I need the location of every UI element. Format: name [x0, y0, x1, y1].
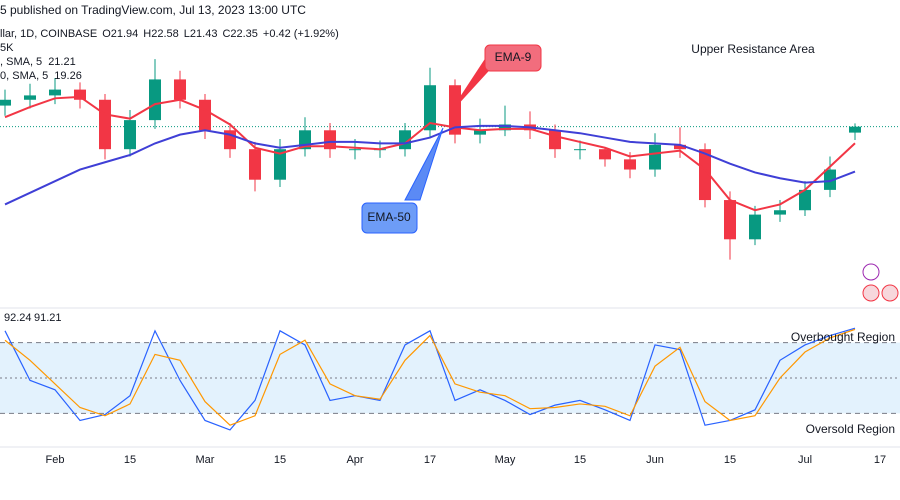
annotation: EMA-9: [495, 50, 532, 64]
line: [4, 95, 856, 212]
line: [4, 328, 856, 426]
candle-body: [574, 149, 586, 151]
x-tick-label: 17: [424, 454, 436, 466]
annotation: Oversold Region: [806, 422, 895, 436]
ohlc-label: O: [102, 28, 111, 40]
legend-value: 21.21: [48, 56, 76, 68]
x-tick-label: 17: [874, 454, 886, 466]
icon: [881, 284, 899, 302]
ohlc-label: H: [143, 28, 151, 40]
callouts: [361, 44, 542, 234]
candle-body: [24, 95, 36, 100]
candle-body: [199, 99, 211, 131]
x-tick-label: 15: [124, 454, 136, 466]
line: [4, 124, 856, 206]
x-tick-label: 15: [724, 454, 736, 466]
candle-body: [349, 149, 361, 151]
x-tick-label: Mar: [196, 454, 215, 466]
x-tick-label: Jun: [646, 454, 664, 466]
x-tick-label: Feb: [46, 454, 65, 466]
ema9-box: [484, 44, 542, 72]
ohlc-value: 21.94: [111, 28, 139, 40]
volume-label: 5K: [0, 42, 14, 54]
candle-body: [449, 85, 461, 135]
candle-body: [674, 144, 686, 150]
candle-body: [549, 130, 561, 150]
candle-body: [274, 149, 286, 180]
legend-name: 0, SMA, 5: [0, 70, 48, 82]
symbol: llar, 1D, COINBASE: [0, 28, 97, 40]
candle-body: [124, 120, 136, 150]
candle-body: [774, 210, 786, 215]
candle-body: [424, 85, 436, 131]
ema50-pointer: [404, 127, 444, 201]
annotation: EMA-50: [367, 210, 411, 224]
candle-body: [174, 79, 186, 100]
x-tick-label: 15: [574, 454, 586, 466]
legend-value: 91.21: [34, 312, 62, 324]
candle-body: [0, 99, 11, 106]
candle-body: [499, 124, 511, 131]
ohlc-label: C: [222, 28, 230, 40]
ema50-box: [361, 202, 418, 234]
legend-value: 92.24: [4, 312, 32, 324]
candle-body: [324, 130, 336, 150]
icon: [862, 263, 880, 281]
candle-body: [99, 99, 111, 150]
ohlc-value: 21.43: [190, 28, 218, 40]
candle-body: [49, 89, 61, 96]
candle-body: [699, 149, 711, 201]
candle-body: [824, 169, 836, 190]
x-tick-label: 15: [274, 454, 286, 466]
candle-body: [149, 79, 161, 121]
annotation: Upper Resistance Area: [691, 42, 815, 56]
candle-body: [724, 200, 736, 240]
candle-body: [74, 89, 86, 100]
ohlc-value: 22.58: [151, 28, 179, 40]
line: [4, 327, 856, 431]
candle-body: [649, 144, 661, 170]
x-tick-label: Apr: [346, 454, 363, 466]
header: 5 published on TradingView.com, Jul 13, …: [0, 3, 306, 17]
candle-body: [799, 189, 811, 211]
annotation: Overbought Region: [791, 330, 895, 344]
ohlc-value: 22.35: [230, 28, 258, 40]
legend-value: 19.26: [54, 70, 82, 82]
candle-body: [624, 159, 636, 170]
side-icons: [862, 263, 899, 302]
change: +0.42 (+1.92%): [263, 28, 339, 40]
x-tick-label: May: [495, 454, 516, 466]
candle-body: [849, 126, 861, 133]
icon: [862, 284, 880, 302]
ohlc-label: L: [184, 28, 190, 40]
x-tick-label: Jul: [798, 454, 812, 466]
candle-body: [249, 149, 261, 180]
legend-name: , SMA, 5: [0, 56, 42, 68]
candle-body: [749, 214, 761, 240]
candle-body: [599, 149, 611, 160]
candle-body: [474, 130, 486, 135]
